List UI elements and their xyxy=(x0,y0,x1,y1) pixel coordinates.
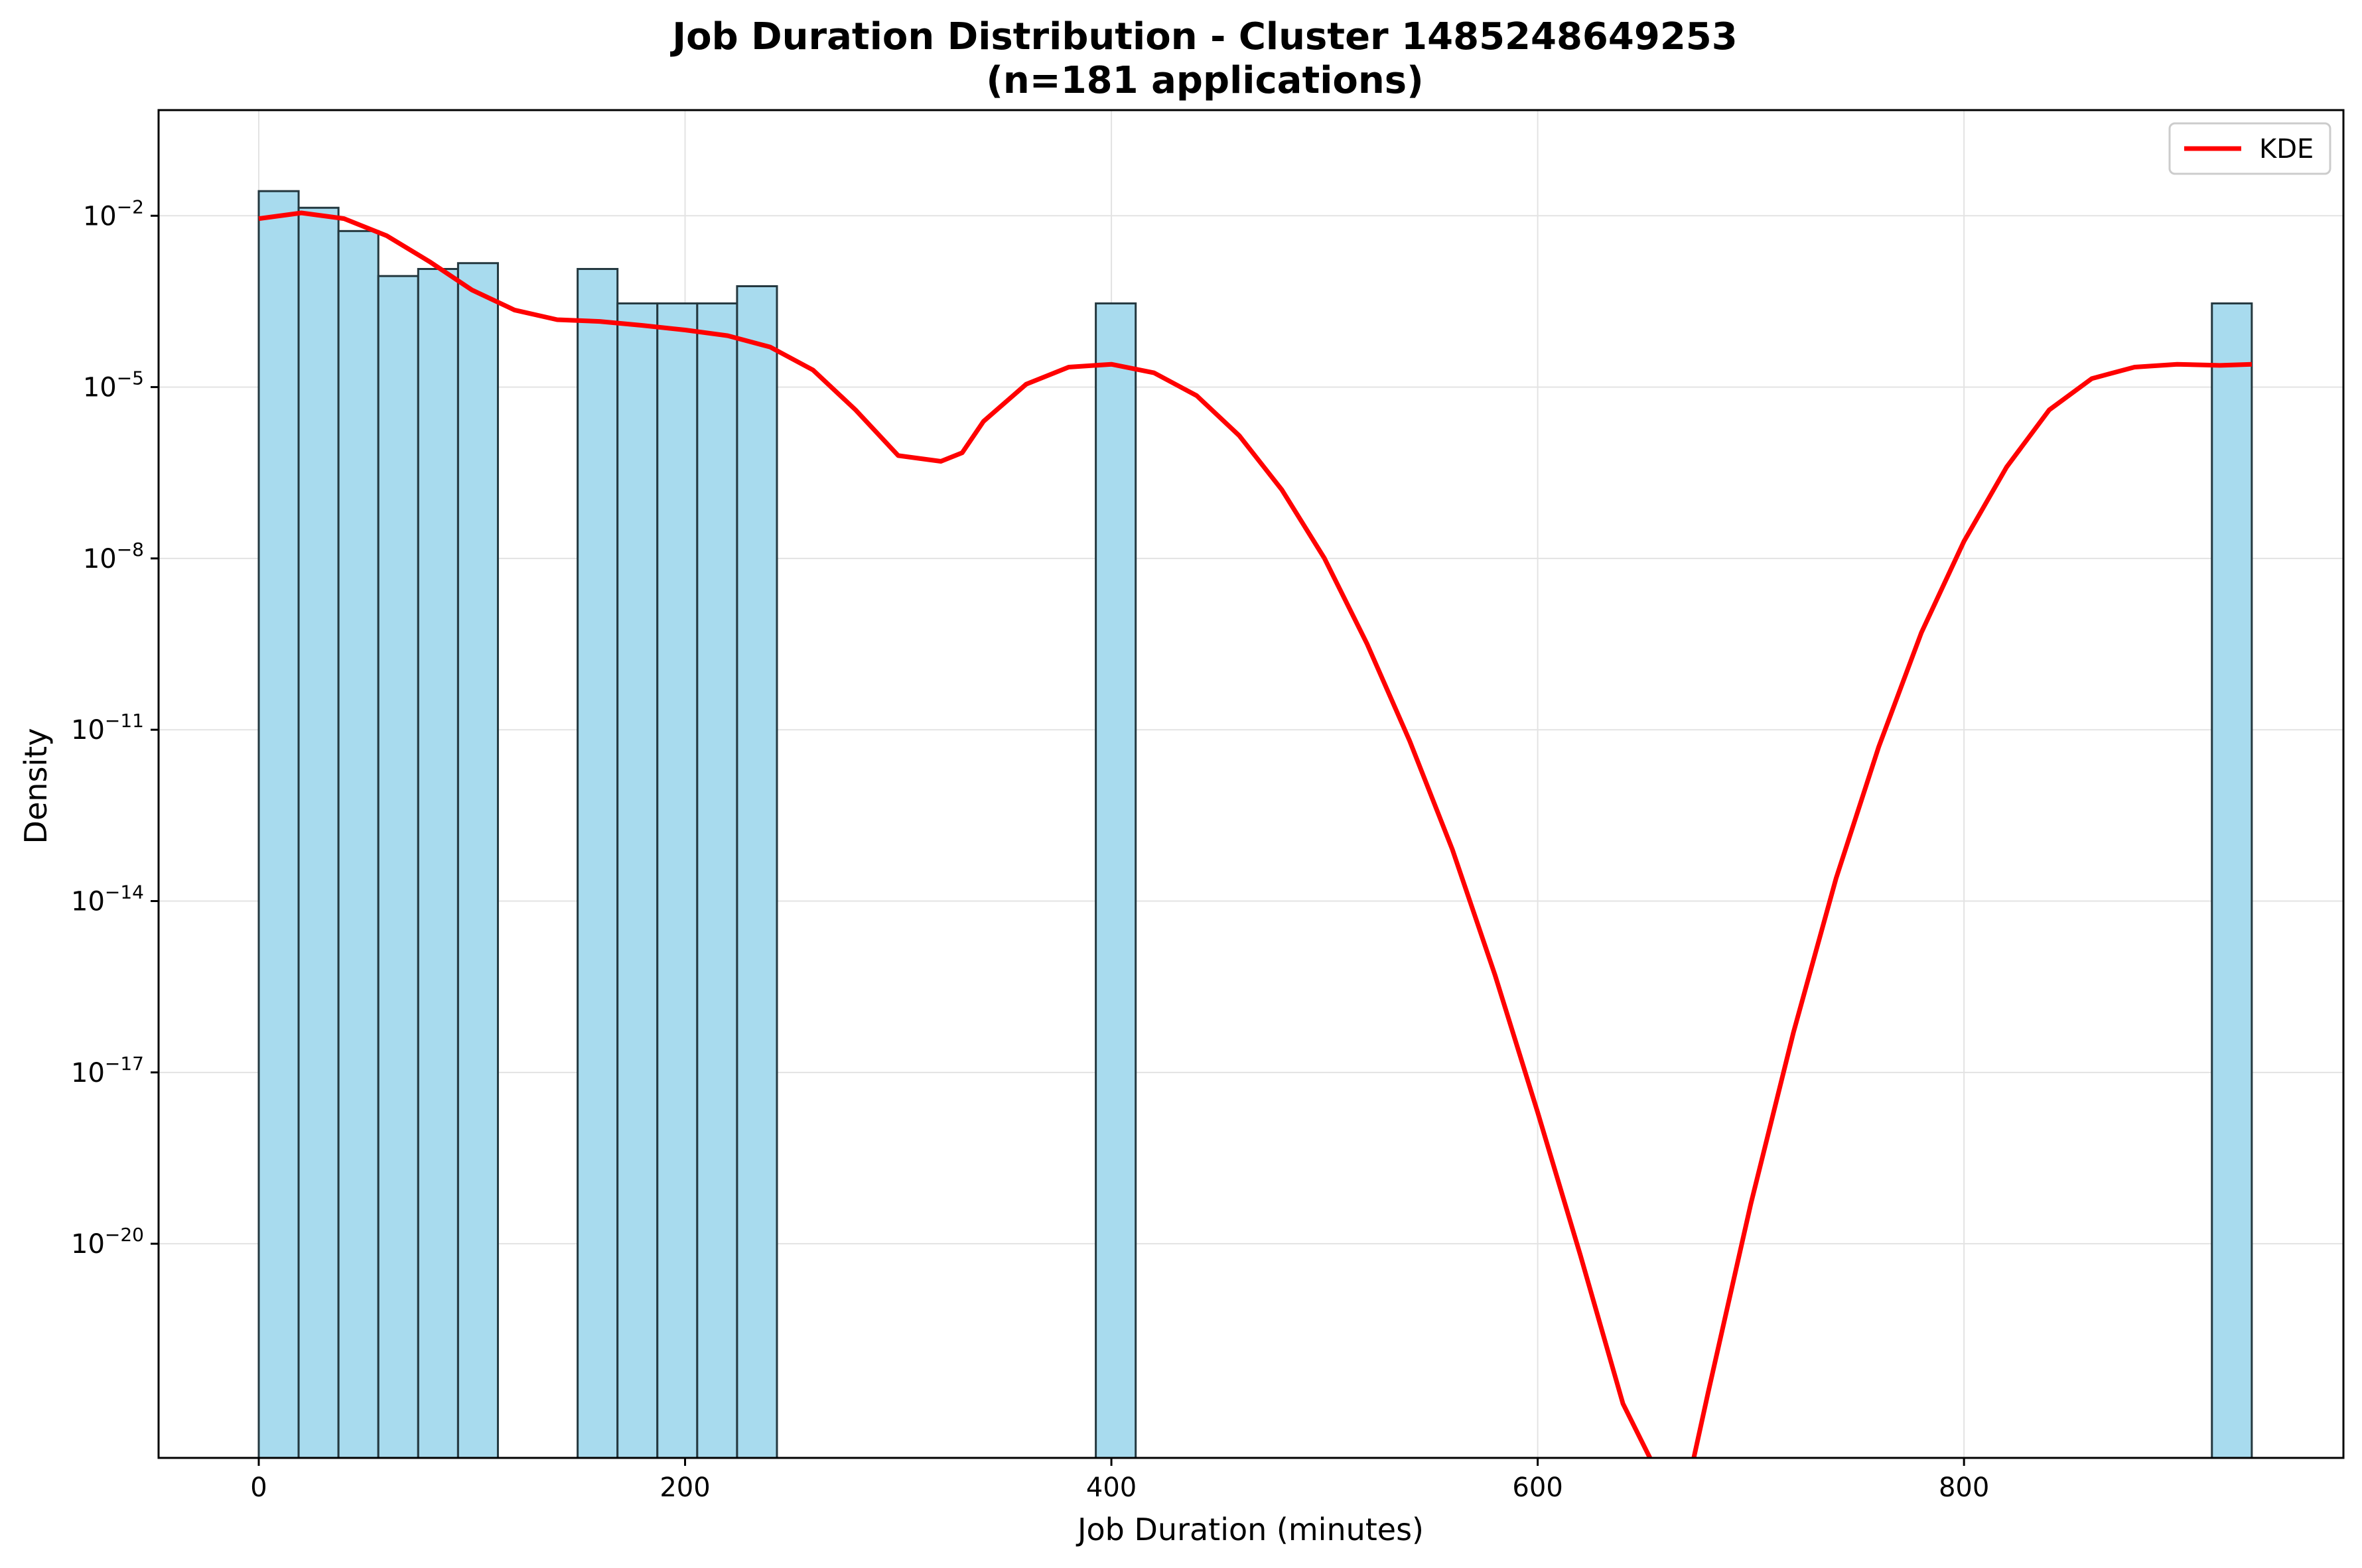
y-tick-label: 10−14 xyxy=(71,882,144,917)
histogram-bars xyxy=(257,190,2253,1459)
histogram-bar xyxy=(656,302,699,1459)
y-tick-label: 10−20 xyxy=(71,1224,144,1260)
chart-title: Job Duration Distribution - Cluster 1485… xyxy=(669,15,1737,58)
histogram-bar xyxy=(696,302,738,1459)
histogram-bar xyxy=(577,268,619,1459)
legend-kde-label: KDE xyxy=(2259,134,2314,164)
y-axis-label: Density xyxy=(18,728,54,844)
histogram-bar xyxy=(417,268,459,1459)
kde-line xyxy=(258,210,2253,1458)
y-axis-ticks: 10−2 10−5 10−8 10−11 10−14 10−17 10−20 xyxy=(71,196,159,1260)
x-tick-label: 600 xyxy=(1512,1472,1563,1503)
histogram-bar xyxy=(337,229,380,1459)
x-axis-ticks: 0 200 400 600 800 xyxy=(250,1458,1989,1503)
y-tick-label: 10−11 xyxy=(71,710,144,746)
plot-frame xyxy=(157,109,2345,1459)
histogram-bar xyxy=(257,190,300,1459)
x-axis-label: Job Duration (minutes) xyxy=(1076,1512,1424,1547)
chart-subtitle: (n=181 applications) xyxy=(986,59,1423,102)
y-tick-label: 10−2 xyxy=(83,196,144,231)
y-tick-label: 10−5 xyxy=(83,367,144,403)
x-tick-label: 200 xyxy=(660,1472,710,1503)
histogram-bar xyxy=(456,262,499,1459)
legend: KDE xyxy=(2168,122,2331,175)
histogram-bar xyxy=(297,206,340,1459)
x-tick-label: 0 xyxy=(250,1472,267,1503)
y-tick-label: 10−17 xyxy=(71,1053,144,1088)
y-tick-label: 10−8 xyxy=(83,539,144,574)
x-tick-label: 800 xyxy=(1939,1472,1989,1503)
x-tick-label: 400 xyxy=(1086,1472,1137,1503)
histogram-bar xyxy=(736,285,778,1459)
histogram-bar xyxy=(616,302,659,1459)
legend-box xyxy=(2168,122,2331,175)
histogram-bar xyxy=(1095,302,1137,1459)
histogram-bar xyxy=(377,275,419,1459)
histogram-bar xyxy=(2211,302,2253,1459)
